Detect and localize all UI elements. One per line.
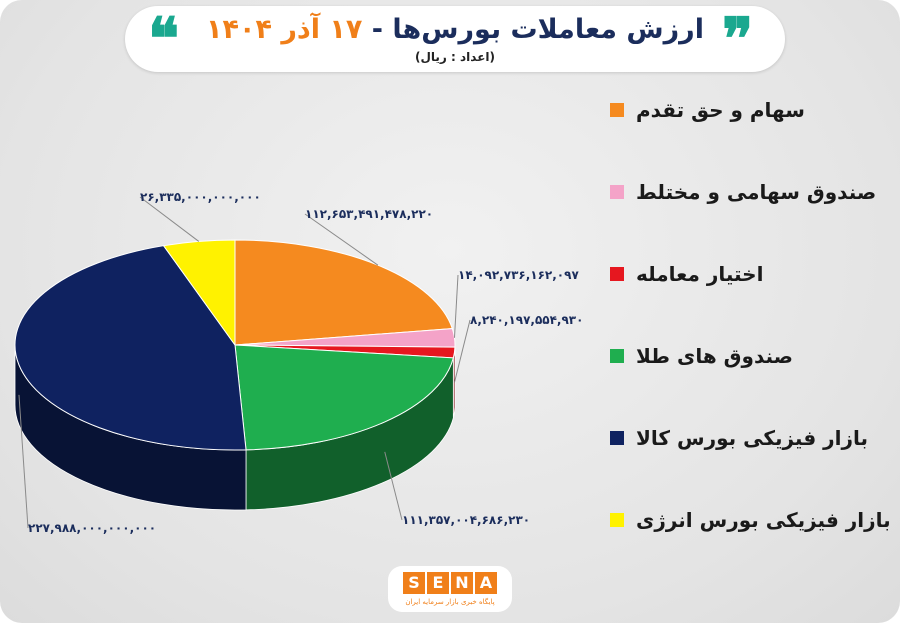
data-label-3: ۱۱۱,۳۵۷,۰۰۴,۶۸۶,۲۳۰ [402, 513, 530, 527]
legend-item-5: بازار فیزیکی بورس انرژی [600, 500, 891, 540]
legend-swatch-2 [610, 267, 624, 281]
legend-swatch-5 [610, 513, 624, 527]
pie-slice-5 [162, 239, 236, 347]
legend-label-0: سهام و حق تقدم [636, 98, 805, 122]
legend-item-4: بازار فیزیکی بورس کالا [600, 418, 880, 458]
data-label-5: ۲۶,۳۳۵,۰۰۰,۰۰۰,۰۰۰ [140, 190, 261, 204]
title-banner [125, 6, 785, 72]
legend-item-3: صندوق های طلا [600, 336, 880, 376]
legend-item-1: صندوق سهامی و مختلط [600, 172, 880, 212]
title-main: ارزش معاملات بورس‌ها - [362, 14, 704, 45]
quote-right-icon: ❞ [722, 5, 754, 73]
logo-letter-1: E [427, 572, 449, 594]
logo-letter-2: N [451, 572, 473, 594]
leader-line-1 [453, 274, 459, 338]
pie-slice-0 [234, 239, 453, 346]
legend-label-1: صندوق سهامی و مختلط [636, 180, 877, 204]
legend-item-2: اختیار معامله [600, 254, 880, 294]
data-label-1: ۱۴,۰۹۲,۷۳۶,۱۶۲,۰۹۷ [458, 268, 579, 282]
pie-slice-3 [234, 344, 454, 451]
legend-swatch-0 [610, 103, 624, 117]
data-label-4: ۲۲۷,۹۸۸,۰۰۰,۰۰۰,۰۰۰ [28, 521, 156, 535]
logo-tagline: پایگاه خبری بازار سرمایه ایران [405, 598, 495, 606]
legend-label-3: صندوق های طلا [636, 344, 794, 368]
page-title: ارزش معاملات بورس‌ها - ۱۷ آذر ۱۴۰۴ [200, 10, 710, 50]
logo-letter-0: S [403, 572, 425, 594]
title-date: ۱۷ آذر ۱۴۰۴ [206, 14, 363, 45]
logo-letter-3: A [475, 572, 497, 594]
legend-label-4: بازار فیزیکی بورس کالا [636, 426, 869, 450]
legend-swatch-3 [610, 349, 624, 363]
leader-line-2 [453, 319, 471, 383]
leader-line-5 [139, 196, 200, 242]
quote-left-icon: ❝ [148, 5, 180, 73]
unit-subtitle: (اعداد : ریال) [415, 50, 495, 64]
pie-slice-4 [14, 245, 247, 451]
leader-line-3 [384, 451, 403, 521]
data-label-2: ۸,۲۴۰,۱۹۷,۵۵۴,۹۳۰ [470, 313, 583, 327]
legend-label-2: اختیار معامله [636, 262, 764, 286]
legend-swatch-4 [610, 431, 624, 445]
legend-item-0: سهام و حق تقدم [600, 90, 880, 130]
data-label-0: ۱۱۲,۶۵۳,۴۹۱,۴۷۸,۲۲۰ [305, 207, 433, 221]
legend-label-5: بازار فیزیکی بورس انرژی [636, 508, 891, 532]
leader-line-0 [304, 213, 379, 266]
legend-swatch-1 [610, 185, 624, 199]
leader-line-4 [18, 394, 29, 529]
